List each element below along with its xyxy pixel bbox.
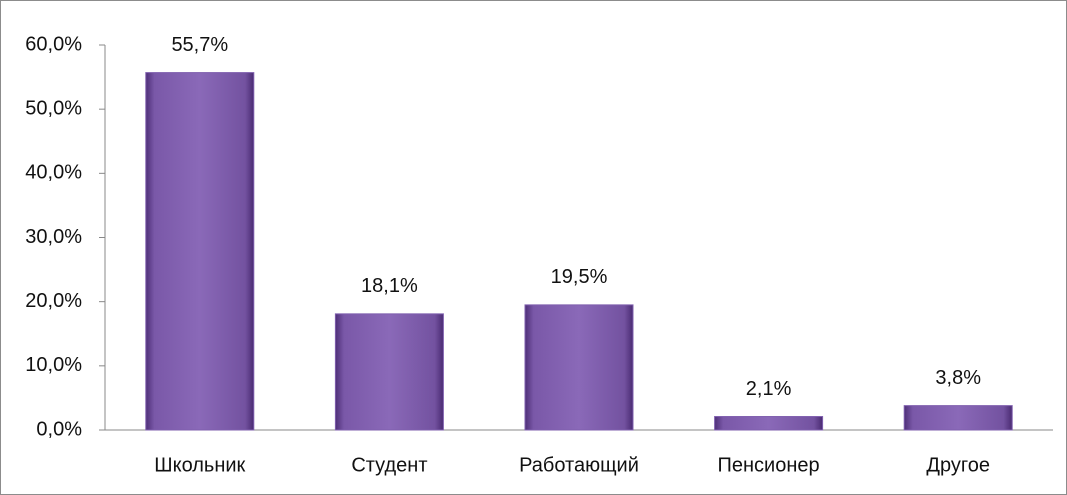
bar — [145, 72, 255, 431]
bar — [903, 405, 1013, 431]
x-tick-label: Другое — [926, 454, 990, 476]
y-tick-label: 50,0% — [25, 97, 82, 119]
y-tick-label: 30,0% — [25, 226, 82, 248]
y-tick-label: 40,0% — [25, 162, 82, 184]
x-tick-label: Школьник — [154, 454, 245, 476]
x-tick-label: Работающий — [519, 454, 639, 476]
y-tick-label: 0,0% — [36, 418, 82, 440]
y-tick-label: 20,0% — [25, 290, 82, 312]
x-tick-label: Студент — [351, 454, 427, 476]
bar — [714, 416, 824, 431]
data-label: 18,1% — [361, 275, 418, 297]
data-label: 19,5% — [551, 266, 608, 288]
data-label: 2,1% — [746, 378, 792, 400]
y-tick-label: 60,0% — [25, 33, 82, 55]
x-tick-label: Пенсионер — [718, 454, 820, 476]
data-label: 3,8% — [935, 367, 981, 389]
data-label: 55,7% — [171, 34, 228, 56]
y-tick-label: 10,0% — [25, 354, 82, 376]
bar — [524, 304, 634, 431]
bar — [334, 313, 444, 431]
